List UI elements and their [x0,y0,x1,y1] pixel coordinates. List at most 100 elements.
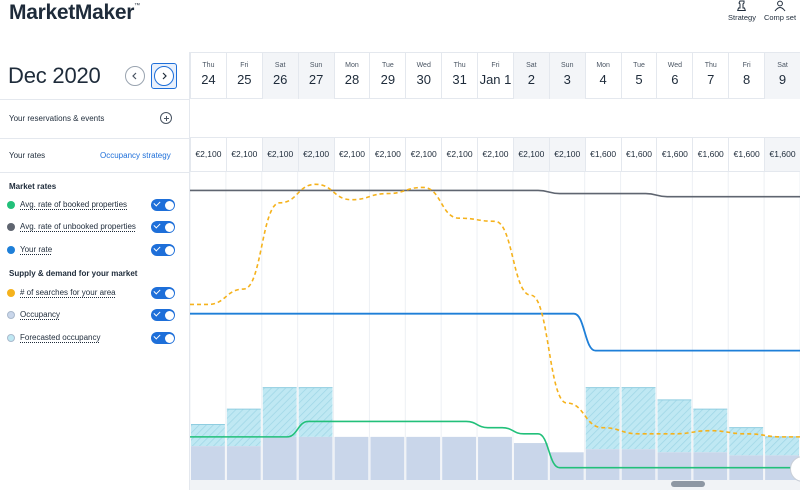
date-column[interactable]: Fri Jan 1 [477,53,513,99]
legend-label[interactable]: Avg. rate of unbooked properties [20,222,136,231]
day-of-week: Mon [596,62,610,69]
horizontal-scrollbar[interactable] [190,480,800,490]
legend-label[interactable]: # of searches for your area [20,288,116,297]
series-toggle[interactable] [151,309,175,321]
date-column[interactable]: Mon 28 [333,53,370,99]
rate-cell[interactable]: €1,600 [764,138,800,171]
rate-cell[interactable]: €2,100 [548,138,585,171]
occupancy-bar [191,446,225,480]
rate-cell[interactable]: €1,600 [728,138,764,171]
day-number: 5 [635,72,643,87]
date-column[interactable]: Fri 25 [225,53,262,99]
series-toggle[interactable] [151,332,175,344]
rate-cell[interactable]: €2,100 [369,138,405,171]
day-of-week: Sat [526,62,537,69]
scrollbar-thumb[interactable] [671,481,705,487]
legend-color-dot [7,289,15,297]
rate-cell[interactable]: €1,600 [584,138,621,171]
comp-set-label: Comp set [763,13,797,22]
date-column[interactable]: Thu 7 [692,53,728,99]
add-event-icon[interactable] [160,112,172,124]
previous-month-button[interactable] [125,66,145,86]
day-of-week: Thu [453,62,466,69]
day-of-week: Sat [777,62,788,69]
day-number: 9 [778,72,787,87]
occupancy-bar [478,436,512,480]
day-number: 27 [308,72,324,87]
next-month-button[interactable] [154,66,174,86]
rate-cell[interactable]: €2,100 [405,138,441,171]
day-of-week: Sun [309,62,323,69]
rate-cell[interactable]: €2,100 [297,138,334,171]
date-column[interactable]: Wed 30 [405,53,441,99]
date-column[interactable]: Sat 9 [764,53,800,99]
legend-item: Avg. rate of unbooked properties [7,220,187,234]
comp-set-button[interactable]: Comp set [761,0,799,22]
occupancy-bar [298,436,333,480]
series-toggle[interactable] [151,221,175,233]
legend-label[interactable]: Occupancy [20,310,61,319]
people-icon [774,0,786,12]
rates-row: €2,100 €2,100 €2,100 €2,100 €2,100 €2,100 €2,1… [190,138,800,172]
day-of-week: Sun [561,62,574,69]
date-column[interactable]: Thu 31 [441,53,477,99]
rate-cell[interactable]: €1,600 [692,138,728,171]
booked-rate-line [190,420,800,469]
forecast-occupancy-bar [191,424,225,447]
legend-label[interactable]: Forecasted occupancy [20,333,101,342]
check-icon [153,309,161,317]
rate-cell[interactable]: €2,100 [261,138,298,171]
day-number: 2 [527,72,535,87]
forecast-occupancy-bar [657,399,692,453]
legend-item: Avg. rate of booked properties [7,198,187,212]
toggle-knob [164,333,174,343]
day-number: 25 [237,72,252,87]
occupancy-bar [226,446,261,480]
app-logo[interactable]: MarketMaker™ [9,1,140,25]
searches-line [190,183,800,438]
date-column[interactable]: Sat 2 [512,53,549,99]
series-toggle[interactable] [151,244,175,256]
date-header: Thu 24 Fri 25 Sat 26 Sun 27 Mon 28 Tue 29 Wed 30 Thu 31… [190,52,800,99]
series-toggle[interactable] [151,287,175,299]
rate-cell[interactable]: €2,100 [512,138,549,171]
date-column[interactable]: Sat 26 [261,53,298,99]
occupancy-bar [621,449,656,480]
legend-item: Your rate [7,243,187,257]
rate-cell[interactable]: €1,600 [620,138,657,171]
occupancy-bar [585,449,620,480]
rate-cell[interactable]: €2,100 [477,138,513,171]
occupancy-bar [262,436,297,480]
occupancy-strategy-link[interactable]: Occupancy strategy [100,151,171,160]
legend-item: Occupancy [7,308,187,322]
chevron-right-icon [162,72,167,80]
rate-cell[interactable]: €2,100 [190,138,226,171]
day-number: 31 [452,72,467,87]
chess-piece-icon [737,0,746,11]
occupancy-bar [370,436,405,480]
occupancy-bar [657,452,692,480]
date-column[interactable]: Tue 29 [369,53,405,99]
date-column[interactable]: Tue 5 [620,53,657,99]
date-column[interactable]: Fri 8 [728,53,764,99]
rate-cell[interactable]: €2,100 [333,138,370,171]
rate-cell[interactable]: €2,100 [441,138,477,171]
rate-cell[interactable]: €2,100 [225,138,262,171]
date-column[interactable]: Sun 27 [297,53,334,99]
legend-label[interactable]: Avg. rate of booked properties [20,200,128,209]
day-of-week: Tue [381,62,394,69]
legend-label[interactable]: Your rate [20,245,53,254]
day-number: 29 [380,72,396,87]
series-toggle[interactable] [151,199,175,211]
date-column[interactable]: Sun 3 [548,53,585,99]
date-column[interactable]: Thu 24 [190,53,226,99]
legend-color-dot [7,246,15,254]
date-column[interactable]: Wed 6 [656,53,692,99]
rate-cell[interactable]: €1,600 [656,138,692,171]
divider [0,138,190,139]
date-column[interactable]: Mon 4 [584,53,621,99]
check-icon [153,244,161,252]
divider [0,99,190,100]
day-number: 4 [599,72,607,87]
strategy-button[interactable]: Strategy [723,0,761,22]
